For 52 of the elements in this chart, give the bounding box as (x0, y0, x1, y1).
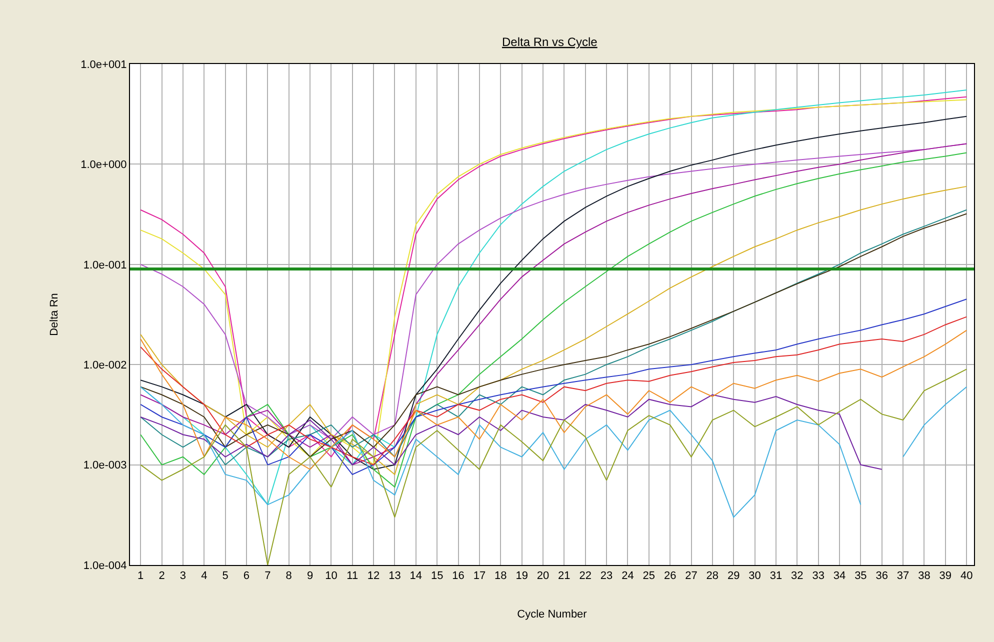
x-tick-label: 38 (918, 570, 930, 582)
x-tick-label: 15 (430, 570, 444, 582)
x-tick-label: 20 (536, 570, 550, 582)
x-axis-title: Cycle Number (517, 608, 588, 620)
x-tick-label: 35 (854, 570, 867, 582)
x-tick-label: 23 (600, 570, 613, 582)
x-tick-label: 29 (727, 570, 740, 582)
y-tick-label: 1.0e+001 (80, 58, 127, 71)
x-tick-label: 37 (896, 570, 910, 582)
x-tick-label: 40 (960, 570, 973, 582)
x-tick-label: 39 (939, 570, 952, 582)
y-tick-label: 1.0e-004 (83, 560, 127, 572)
x-tick-label: 22 (579, 570, 592, 582)
y-axis-title: Delta Rn (48, 293, 60, 336)
x-tick-label: 9 (306, 570, 314, 582)
x-tick-label: 27 (685, 570, 698, 582)
x-tick-label: 25 (642, 570, 656, 582)
x-tick-label: 17 (473, 570, 486, 582)
y-tick-label: 1.0e-003 (83, 460, 127, 472)
x-tick-label: 31 (770, 570, 782, 582)
chart-title: Delta Rn vs Cycle (502, 34, 598, 49)
x-tick-label: 30 (748, 570, 761, 582)
x-tick-label: 18 (494, 570, 507, 582)
x-tick-label: 19 (516, 570, 528, 582)
x-tick-label: 3 (180, 570, 186, 582)
x-tick-label: 7 (264, 570, 271, 582)
line-series (140, 368, 968, 565)
x-tick-label: 34 (833, 570, 846, 582)
x-tick-label: 16 (452, 570, 464, 582)
x-tick-label: 26 (664, 570, 676, 582)
line-series (140, 394, 882, 470)
y-tick-label: 1.0e-001 (83, 259, 127, 272)
y-tick-label: 1.0e-002 (83, 359, 127, 372)
y-tick-label: 1.0e+000 (80, 159, 127, 172)
x-tick-label: 8 (286, 570, 292, 582)
x-tick-label: 4 (201, 570, 208, 582)
x-tick-label: 24 (622, 570, 634, 582)
x-tick-label: 33 (812, 570, 824, 582)
x-tick-label: 28 (706, 570, 719, 582)
x-tick-label: 11 (346, 570, 358, 582)
x-tick-label: 14 (410, 570, 422, 582)
x-tick-label: 36 (876, 570, 888, 582)
x-tick-label: 6 (243, 570, 250, 582)
x-tick-label: 5 (222, 570, 228, 582)
x-tick-label: 21 (558, 570, 570, 582)
x-tick-label: 1 (138, 570, 144, 582)
line-series (140, 298, 968, 476)
x-tick-label: 10 (325, 570, 338, 582)
x-tick-label: 32 (791, 570, 804, 582)
x-tick-label: 2 (158, 570, 165, 582)
x-tick-label: 12 (367, 570, 380, 582)
x-tick-label: 13 (388, 570, 401, 582)
